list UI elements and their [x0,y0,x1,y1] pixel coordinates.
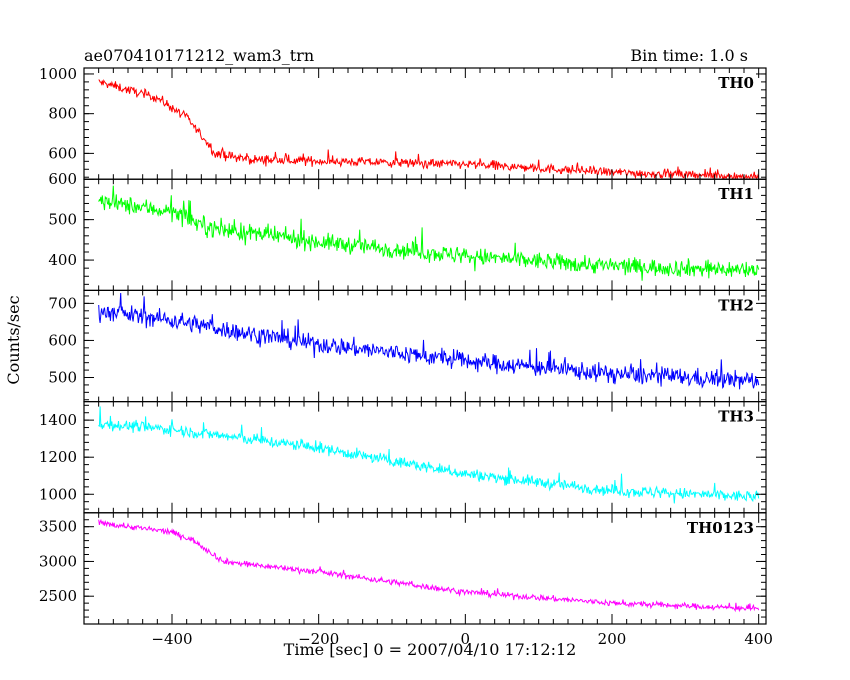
y-tick-label: 3000 [39,552,77,570]
y-tick-label: 1400 [39,411,77,429]
series-label-th2: TH2 [718,296,754,314]
y-tick-label: 600 [48,170,77,188]
x-tick-label: 0 [461,630,471,648]
x-tick-label: −400 [151,630,192,648]
x-tick-label: 400 [744,630,773,648]
series-label-th0123: TH0123 [687,519,754,537]
x-tick-label: 200 [598,630,627,648]
y-tick-label: 500 [48,211,77,229]
series-line-th2 [98,292,760,390]
plot-title: ae070410171212_wam3_trn [84,46,314,65]
y-axis-label: Counts/sec [4,295,23,384]
y-tick-label: 3500 [39,518,77,536]
series-label-th3: TH3 [718,408,754,426]
y-tick-label: 1200 [39,448,77,466]
bin-time-label: Bin time: 1.0 s [630,46,748,65]
x-axis-label: Time [sec] 0 = 2007/04/10 17:12:12 [284,640,577,659]
series-line-th3 [98,406,760,504]
series-label-th1: TH1 [718,185,754,203]
y-tick-label: 600 [48,144,77,162]
y-tick-label: 1000 [39,485,77,503]
panel-frame-th1 [83,178,767,291]
series-line-th0 [98,78,760,180]
series-line-th1 [98,185,760,281]
y-tick-label: 800 [48,105,77,123]
y-tick-label: 500 [48,369,77,387]
y-tick-label: 2500 [39,587,77,605]
panels: 600 800 1000 TH0 400 500 600 TH1 500 600 700 TH2 100… [39,65,773,648]
series-label-th0: TH0 [718,74,754,92]
panel-frame-th0123 [83,512,767,625]
panel-frame-th2 [83,289,767,403]
series-line-th0123 [98,518,760,613]
y-tick-label: 400 [48,251,77,269]
x-tick-label: −200 [298,630,339,648]
y-tick-label: 700 [48,294,77,312]
y-tick-label: 1000 [39,65,77,83]
panel-frame-th3 [83,401,767,514]
y-tick-label: 600 [48,331,77,349]
